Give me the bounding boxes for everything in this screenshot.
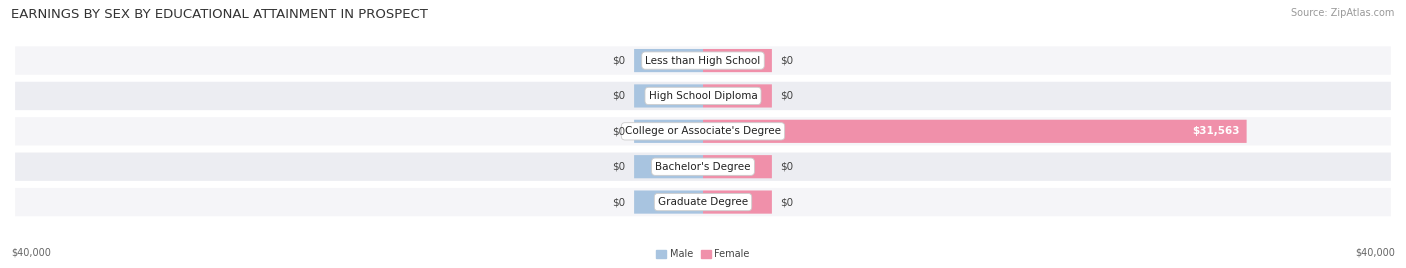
- Text: $0: $0: [613, 197, 626, 207]
- FancyBboxPatch shape: [703, 120, 1247, 143]
- FancyBboxPatch shape: [14, 45, 1392, 76]
- Text: Graduate Degree: Graduate Degree: [658, 197, 748, 207]
- Text: Source: ZipAtlas.com: Source: ZipAtlas.com: [1291, 8, 1395, 18]
- FancyBboxPatch shape: [634, 84, 703, 107]
- FancyBboxPatch shape: [703, 49, 772, 72]
- Legend: Male, Female: Male, Female: [652, 245, 754, 263]
- Text: $0: $0: [780, 197, 793, 207]
- Text: $0: $0: [780, 55, 793, 66]
- Text: $0: $0: [613, 126, 626, 136]
- FancyBboxPatch shape: [703, 84, 772, 107]
- FancyBboxPatch shape: [14, 116, 1392, 147]
- FancyBboxPatch shape: [14, 81, 1392, 111]
- Text: $40,000: $40,000: [11, 247, 51, 257]
- Text: $31,563: $31,563: [1192, 126, 1240, 136]
- Text: $0: $0: [613, 162, 626, 172]
- FancyBboxPatch shape: [703, 191, 772, 214]
- FancyBboxPatch shape: [634, 49, 703, 72]
- Text: $0: $0: [780, 91, 793, 101]
- Text: Less than High School: Less than High School: [645, 55, 761, 66]
- Text: $40,000: $40,000: [1355, 247, 1395, 257]
- FancyBboxPatch shape: [703, 155, 772, 178]
- FancyBboxPatch shape: [634, 120, 703, 143]
- Text: EARNINGS BY SEX BY EDUCATIONAL ATTAINMENT IN PROSPECT: EARNINGS BY SEX BY EDUCATIONAL ATTAINMEN…: [11, 8, 427, 21]
- Text: $0: $0: [780, 162, 793, 172]
- FancyBboxPatch shape: [634, 155, 703, 178]
- Text: $0: $0: [613, 91, 626, 101]
- FancyBboxPatch shape: [14, 151, 1392, 182]
- Text: High School Diploma: High School Diploma: [648, 91, 758, 101]
- Text: $0: $0: [613, 55, 626, 66]
- Text: Bachelor's Degree: Bachelor's Degree: [655, 162, 751, 172]
- FancyBboxPatch shape: [14, 187, 1392, 217]
- Text: College or Associate's Degree: College or Associate's Degree: [626, 126, 780, 136]
- FancyBboxPatch shape: [634, 191, 703, 214]
